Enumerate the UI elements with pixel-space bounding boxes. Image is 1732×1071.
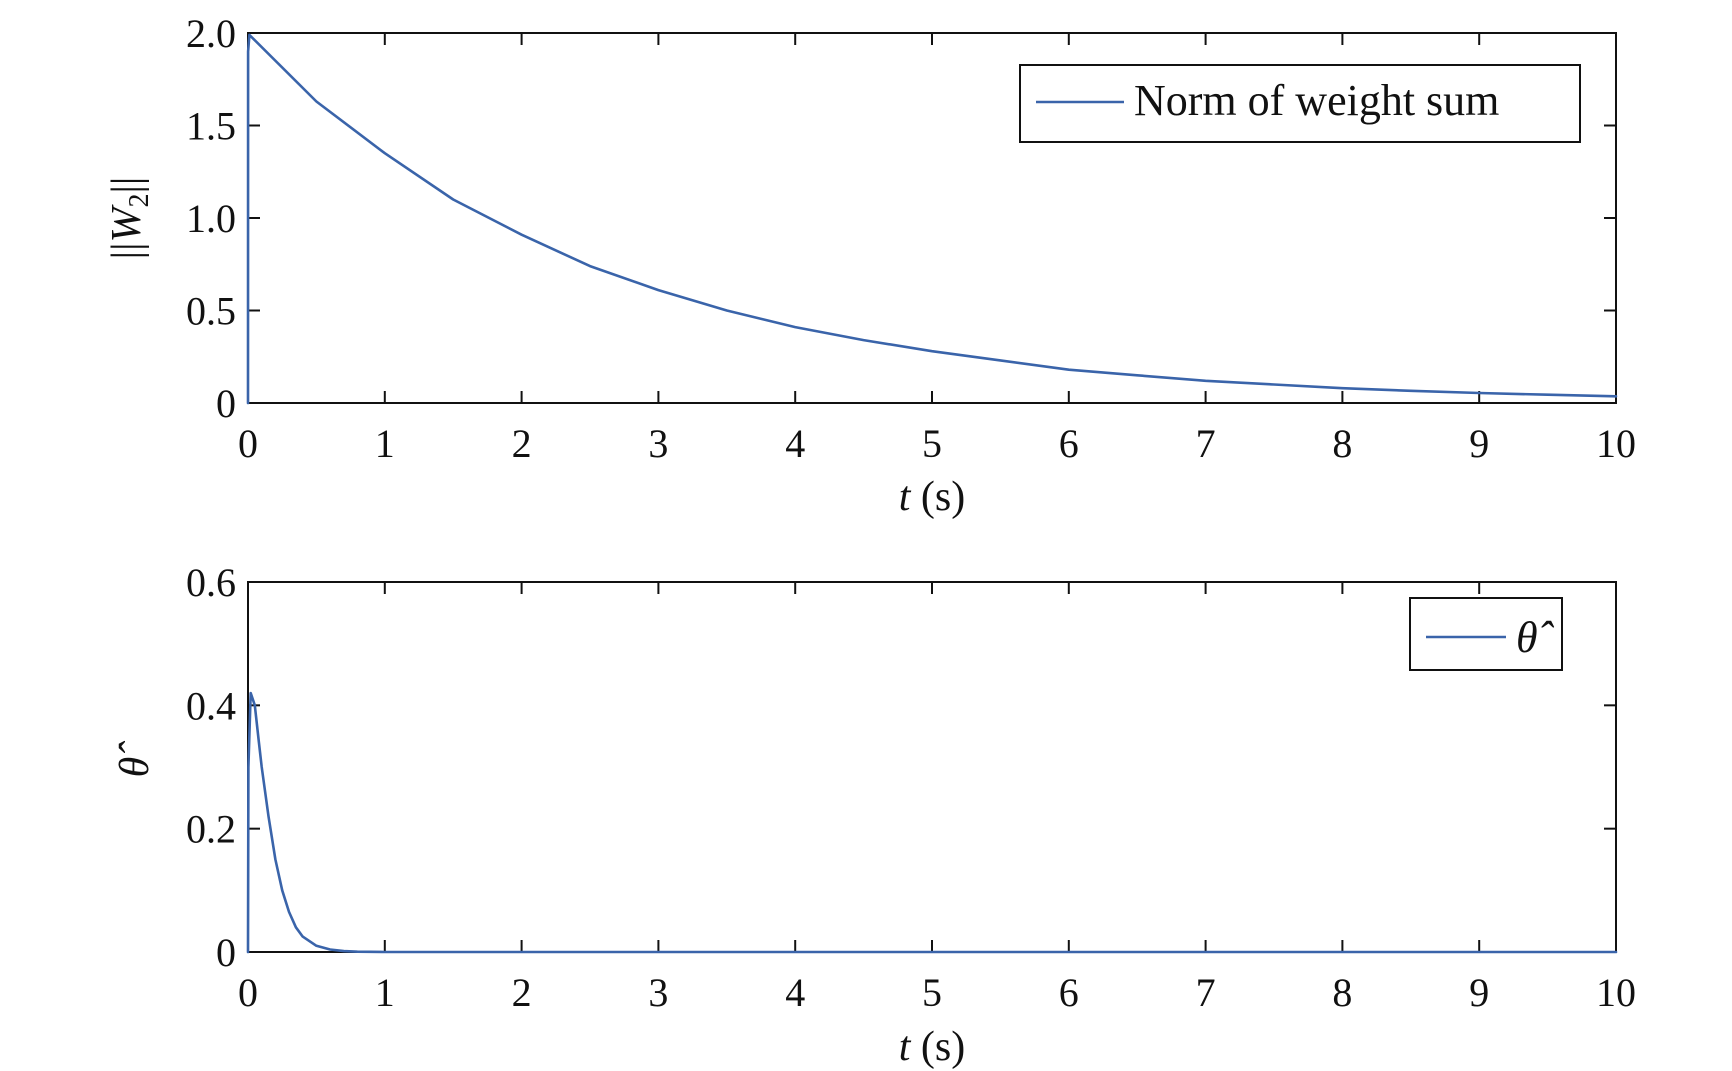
top-x-tick-label: 8 [1332, 421, 1352, 466]
top-x-tick-label: 0 [238, 421, 258, 466]
top-x-tick-label: 3 [648, 421, 668, 466]
top-x-tick-label: 7 [1196, 421, 1216, 466]
top-y-axis-sub: 2 [124, 194, 155, 208]
bottom-legend: θ̂ [1409, 597, 1563, 671]
top-y-tick-labels: 0 0.5 1.0 1.5 2.0 [186, 11, 236, 426]
bottom-x-tick-label: 1 [375, 970, 395, 1015]
bottom-x-tick-label: 2 [512, 970, 532, 1015]
bottom-y-tick-label: 0.2 [186, 807, 236, 852]
top-x-tick-label: 5 [922, 421, 942, 466]
bottom-x-tick-label: 8 [1332, 970, 1352, 1015]
top-x-tick-label: 1 [375, 421, 395, 466]
top-x-axis-var: t [899, 474, 912, 520]
top-ticks [247, 32, 1617, 404]
top-x-tick-label: 2 [512, 421, 532, 466]
bottom-y-tick-label: 0.6 [186, 560, 236, 605]
bottom-x-axis-unit: (s) [921, 1024, 965, 1070]
bottom-y-tick-label: 0.4 [186, 683, 236, 728]
top-y-axis-label: ||W2|| [104, 177, 155, 260]
top-x-tick-label: 6 [1059, 421, 1079, 466]
bottom-x-axis-var: t [899, 1024, 912, 1070]
top-legend-label: Norm of weight sum [1134, 76, 1499, 125]
top-series-line [246, 33, 1618, 405]
bottom-series-line [246, 691, 1618, 954]
bottom-y-tick-label: 0 [216, 930, 236, 975]
bottom-x-tick-label: 10 [1596, 970, 1636, 1015]
chart-bottom: 0 1 2 3 4 5 6 7 8 9 10 0 0.2 0.4 0.6 t (s) θ̂ θ̂ [112, 560, 1636, 1070]
bottom-x-tick-labels: 0 1 2 3 4 5 6 7 8 9 10 [238, 970, 1636, 1015]
top-x-tick-label: 9 [1469, 421, 1489, 466]
bottom-x-tick-label: 6 [1059, 970, 1079, 1015]
top-x-tick-labels: 0 1 2 3 4 5 6 7 8 9 10 [238, 421, 1636, 466]
top-legend-box [1019, 64, 1581, 143]
chart-top: 0 1 2 3 4 5 6 7 8 9 10 00.51.01.52.0 t (s) ||W2|| … [104, 11, 1636, 520]
top-y-tick-label: 0 [216, 381, 236, 426]
bottom-y-axis-label: θ̂ [112, 741, 158, 778]
top-y-tick-label: 1.5 [186, 104, 236, 149]
bottom-x-tick-label: 3 [648, 970, 668, 1015]
top-x-tick-label: 4 [785, 421, 805, 466]
top-x-tick-label: 10 [1596, 421, 1636, 466]
bottom-x-tick-label: 7 [1196, 970, 1216, 1015]
top-y-tick-label: 0.5 [186, 289, 236, 334]
bottom-x-axis-label: t (s) [899, 1024, 966, 1070]
top-y-tick-label: 2.0 [186, 11, 236, 56]
bottom-x-tick-label: 4 [785, 970, 805, 1015]
top-x-axis-unit: (s) [921, 474, 965, 520]
top-x-axis-label: t (s) [899, 474, 966, 520]
bottom-x-tick-label: 5 [922, 970, 942, 1015]
top-y-tick-label: 1.0 [186, 196, 236, 241]
top-legend: Norm of weight sum [1019, 64, 1581, 143]
top-y-axis-var: W [104, 204, 150, 243]
bottom-y-tick-labels: 0 0.2 0.4 0.6 [186, 560, 236, 975]
bottom-x-tick-label: 9 [1469, 970, 1489, 1015]
bottom-x-tick-label: 0 [238, 970, 258, 1015]
bottom-legend-box [1409, 597, 1563, 671]
